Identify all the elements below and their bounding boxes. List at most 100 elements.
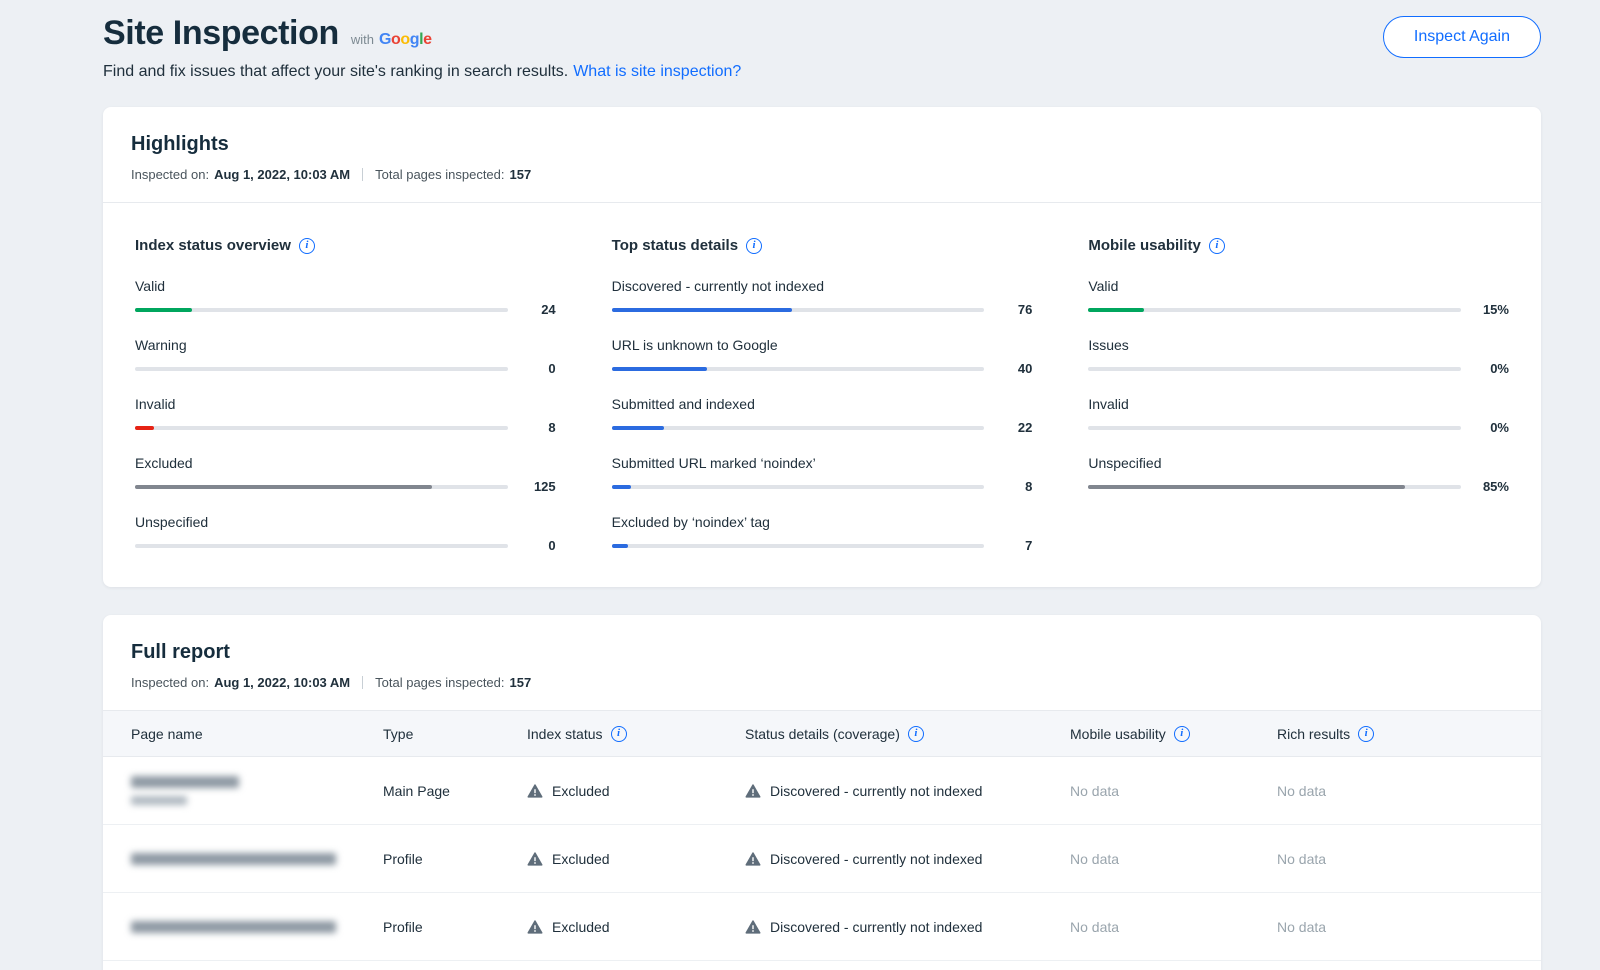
page-name-cell <box>131 776 383 805</box>
metric-label: Invalid <box>1088 396 1129 412</box>
highlights-meta: Inspected on: Aug 1, 2022, 10:03 AM Tota… <box>131 167 1513 182</box>
page-header: Site Inspection with Google Find and fix … <box>103 14 1541 81</box>
metric-row: Submitted and indexed 22 <box>611 396 1032 435</box>
metric-value: 8 <box>1025 479 1033 494</box>
section-title: Index status overview <box>135 237 291 254</box>
index-status-cell: Excluded <box>527 919 745 935</box>
metric-bar <box>135 484 508 489</box>
inspect-again-button[interactable]: Inspect Again <box>1382 16 1541 58</box>
metric-value: 85% <box>1482 479 1509 494</box>
total-pages-value: 157 <box>509 167 532 182</box>
column-header-label: Type <box>383 725 414 742</box>
metric-bar <box>135 366 508 371</box>
warning-icon <box>745 851 761 867</box>
metric-bar <box>611 307 985 312</box>
full-report-title: Full report <box>131 641 230 663</box>
metric-value: 76 <box>1017 302 1033 317</box>
metric-bar-fill <box>611 366 707 371</box>
status-details-text: Discovered - currently not indexed <box>770 782 983 799</box>
what-is-site-inspection-link[interactable]: What is site inspection? <box>573 63 742 80</box>
metric-bar <box>135 307 508 312</box>
redacted-page-name <box>131 796 187 805</box>
column-header-label: Rich results <box>1277 725 1351 742</box>
section-title: Top status details <box>611 237 739 254</box>
metric-bar <box>1088 425 1461 430</box>
status-details-cell: Discovered - currently not indexed <box>745 851 1070 867</box>
status-details-text: Discovered - currently not indexed <box>770 850 983 867</box>
google-logo-letter: g <box>409 31 420 48</box>
column-header: Index status <box>527 725 745 742</box>
redacted-page-name <box>131 852 336 865</box>
full-report-table: Page name Type Index status Status detai… <box>103 711 1541 970</box>
metric-value: 8 <box>548 420 556 435</box>
info-icon[interactable] <box>907 725 924 742</box>
info-icon[interactable] <box>1208 237 1225 254</box>
highlight-section-mobile-usability: Mobile usability Valid 15% Issues 0% Inv… <box>1088 237 1509 553</box>
metric-bar-fill <box>1088 484 1406 489</box>
metric-bar-fill <box>135 484 432 489</box>
google-logo-letter: o <box>400 31 410 48</box>
column-header: Type <box>383 726 527 742</box>
with-text: with <box>350 32 374 47</box>
highlights-head: Highlights Inspected on: Aug 1, 2022, 10… <box>103 107 1541 203</box>
index-status-cell: Excluded <box>527 851 745 867</box>
redacted-page-name <box>131 920 336 933</box>
metric-bar <box>611 543 985 548</box>
column-header-label: Mobile usability <box>1070 725 1166 742</box>
metric-label: Unspecified <box>135 514 209 530</box>
index-status-cell: Excluded <box>527 783 745 799</box>
metric-label: Valid <box>1088 278 1119 294</box>
metric-row: Unspecified 85% <box>1088 455 1509 494</box>
metric-bar <box>135 425 508 430</box>
inspected-on-label: Inspected on: <box>131 167 210 182</box>
metric-row: Unspecified 0 <box>135 514 556 553</box>
info-icon[interactable] <box>610 725 627 742</box>
index-status-text: Excluded <box>552 850 610 867</box>
table-row: Profile Excluded Discovered - currently … <box>103 825 1541 893</box>
metric-bar-fill <box>611 307 793 312</box>
status-details-cell: Discovered - currently not indexed <box>745 919 1070 935</box>
metric-row: Discovered - currently not indexed 76 <box>611 278 1033 317</box>
metric-value: 40 <box>1017 361 1033 376</box>
metric-row: Submitted URL marked ‘noindex’ 8 <box>611 455 1033 494</box>
status-details-cell: Discovered - currently not indexed <box>745 783 1070 799</box>
meta-divider <box>362 168 364 181</box>
table-row: Main Page Excluded Discovered - currentl… <box>103 757 1541 825</box>
metric-row: Issues 0% <box>1088 337 1509 376</box>
metric-label: Excluded by ‘noindex’ tag <box>611 514 770 530</box>
column-header: Status details (coverage) <box>745 725 1070 742</box>
metric-bar-fill <box>1088 307 1145 312</box>
metric-row: Valid 15% <box>1088 278 1509 317</box>
index-status-text: Excluded <box>552 918 610 935</box>
google-logo-letter: e <box>423 31 432 48</box>
metric-value: 0 <box>548 361 556 376</box>
inspected-on-label: Inspected on: <box>131 675 210 690</box>
info-icon[interactable] <box>298 237 315 254</box>
metric-label: Invalid <box>135 396 176 412</box>
table-body: Main Page Excluded Discovered - currentl… <box>103 757 1541 970</box>
site-inspection-page: Site Inspection with Google Find and fix … <box>103 0 1541 970</box>
google-logo: Google <box>379 31 432 48</box>
metric-bar-fill <box>611 425 664 430</box>
table-header-row: Page name Type Index status Status detai… <box>103 711 1541 757</box>
warning-icon <box>527 851 543 867</box>
metric-label: URL is unknown to Google <box>611 337 778 353</box>
info-icon[interactable] <box>1358 725 1375 742</box>
metric-label: Warning <box>135 337 187 353</box>
info-icon[interactable] <box>746 237 763 254</box>
metric-row: Invalid 0% <box>1088 396 1509 435</box>
info-icon[interactable] <box>1173 725 1190 742</box>
metric-value: 24 <box>541 302 556 317</box>
page-type-cell: Profile <box>383 918 423 935</box>
metric-row: Valid 24 <box>135 278 556 317</box>
mobile-usability-cell: No data <box>1070 782 1120 799</box>
section-bars: Valid 15% Issues 0% Invalid 0% Unspecifi… <box>1088 278 1509 494</box>
title-block: Site Inspection with Google Find and fix … <box>103 14 741 81</box>
rich-results-cell: No data <box>1277 850 1327 867</box>
metric-bar-fill <box>135 425 154 430</box>
warning-icon <box>745 919 761 935</box>
redacted-page-name <box>131 776 239 788</box>
total-pages-label: Total pages inspected: <box>375 675 505 690</box>
inspected-on-value: Aug 1, 2022, 10:03 AM <box>214 675 351 690</box>
page-type-cell: Profile <box>383 850 423 867</box>
